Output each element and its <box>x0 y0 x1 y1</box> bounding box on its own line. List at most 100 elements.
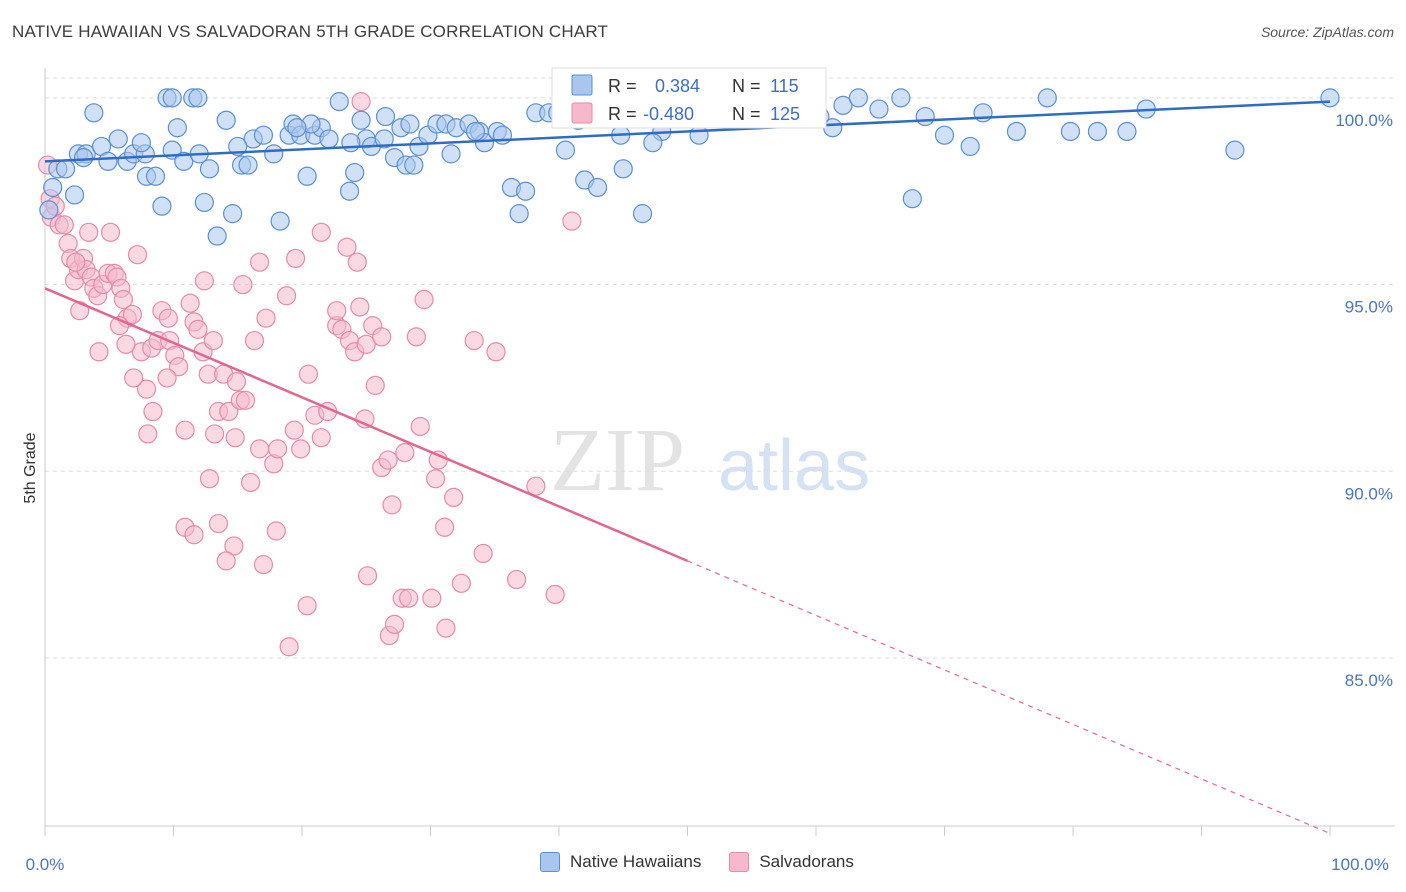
native-hawaiian-point <box>400 114 420 134</box>
native-hawaiian-point <box>73 148 94 168</box>
watermark-atlas: atlas <box>718 426 870 506</box>
salvadoran-point <box>372 327 392 347</box>
native-hawaiian-point <box>1006 121 1027 142</box>
native-hawaiian-point <box>194 192 214 213</box>
native-hawaiian-point <box>902 189 922 209</box>
legend-r-value-1: 0.384 <box>655 76 700 96</box>
native-hawaiian-point <box>108 129 128 149</box>
native-hawaiian-point <box>915 106 935 127</box>
native-hawaiian-point <box>98 151 118 171</box>
native-hawaiian-point <box>228 136 248 157</box>
salvadoran-point <box>158 308 178 328</box>
native-hawaiian-point <box>1225 140 1245 160</box>
salvadoran-point <box>276 286 297 306</box>
native-hawaiian-point <box>297 166 317 186</box>
native-hawaiian-point <box>216 110 236 130</box>
salvadoran-point <box>399 588 419 608</box>
native-hawaiian-point <box>833 95 853 115</box>
chart-title: NATIVE HAWAIIAN VS SALVADORAN 5TH GRADE … <box>12 22 609 41</box>
salvadoran-point <box>356 334 376 354</box>
salvadorans-points <box>37 92 582 657</box>
native-hawaiian-point <box>555 140 576 160</box>
salvadoran-point <box>169 357 189 377</box>
native-hawaiian-point <box>145 166 166 186</box>
salvadorans-trend-line-extension <box>687 560 1331 835</box>
salvadoran-point <box>203 330 223 351</box>
native-hawaiian-point <box>287 118 307 138</box>
legend-r-label-1: R = <box>608 76 637 96</box>
salvadoran-point <box>311 222 331 242</box>
native-hawaiian-point <box>509 204 529 224</box>
salvadoran-point <box>241 472 261 493</box>
salvadorans-trend-line <box>44 287 688 563</box>
salvadoran-point <box>116 334 136 354</box>
salvadoran-point <box>244 330 265 351</box>
native-hawaiian-point <box>1117 121 1137 142</box>
legend-label-salvadorans: Salvadorans <box>759 852 854 871</box>
native-hawaiian-point <box>341 133 361 153</box>
native-hawaiian-point <box>84 103 104 123</box>
native-hawaiian-point <box>270 211 290 231</box>
salvadoran-point <box>406 327 426 347</box>
native-hawaiian-point <box>339 181 360 201</box>
native-hawaiian-point <box>960 136 980 157</box>
salvadoran-point <box>205 424 225 444</box>
salvadoran-point <box>216 551 236 571</box>
y-axis-label: 5th Grade <box>22 432 39 503</box>
native-hawaiian-point <box>643 133 663 153</box>
native-hawaiian-point <box>152 196 172 216</box>
salvadoran-point <box>100 222 121 242</box>
native-hawaiian-point <box>613 159 633 179</box>
native-hawaiian-point <box>934 125 955 145</box>
salvadoran-point <box>175 420 195 440</box>
x-tick-label-min: 0.0% <box>26 855 65 874</box>
native-hawaiian-point <box>632 204 653 224</box>
salvadoran-point <box>422 588 442 608</box>
salvadoran-point <box>562 211 582 231</box>
legend-r-value-2: -0.480 <box>643 104 694 124</box>
salvadoran-point <box>545 584 565 605</box>
salvadoran-point <box>506 569 527 590</box>
salvadoran-point <box>451 573 471 593</box>
legend-r-label-2: R = <box>608 104 637 124</box>
legend-n-label-1: N = <box>732 76 761 96</box>
salvadoran-point <box>486 342 506 362</box>
native-hawaiian-point <box>131 133 151 153</box>
salvadoran-point <box>414 289 434 310</box>
salvadoran-point <box>351 92 371 112</box>
salvadoran-point <box>219 401 239 422</box>
native-hawaiian-point <box>689 125 709 145</box>
legend-item-native-hawaiians: Native Hawaiians <box>540 852 701 872</box>
salvadoran-point <box>113 289 133 310</box>
salvadoran-point <box>89 342 109 362</box>
salvadoran-point <box>199 469 220 489</box>
legend-swatch-blue <box>571 74 593 96</box>
stats-legend: R = 0.384 N = 115 R = -0.480 N = 125 <box>551 67 827 129</box>
salvadoran-point <box>298 364 319 384</box>
salvadoran-point <box>444 487 464 508</box>
legend-item-salvadorans: Salvadorans <box>729 852 854 872</box>
legend-n-label-2: N = <box>732 104 761 124</box>
salvadoran-point <box>79 222 99 242</box>
salvadoran-point <box>249 252 270 272</box>
legend-n-value-1: 115 <box>770 76 799 96</box>
salvadoran-point <box>188 319 208 339</box>
native-hawaiian-point <box>162 88 182 108</box>
legend-n-value-2: 125 <box>770 104 800 124</box>
native-hawaiian-point <box>199 159 220 179</box>
salvadoran-point <box>256 308 276 328</box>
salvadoran-point <box>311 428 331 448</box>
native-hawaiian-point <box>869 99 889 119</box>
native-hawaiian-point <box>587 177 608 198</box>
salvadoran-point <box>253 555 274 575</box>
legend-swatch-pink <box>571 102 593 124</box>
salvadoran-point <box>436 618 456 638</box>
x-tick-label-max: 100.0% <box>1331 855 1389 874</box>
salvadoran-point <box>249 439 270 459</box>
watermark-zip: ZIP <box>550 411 685 510</box>
native-hawaiian-point <box>404 155 424 175</box>
native-hawaiian-point <box>329 92 349 112</box>
salvadoran-point <box>184 525 204 545</box>
salvadoran-point <box>225 428 245 448</box>
